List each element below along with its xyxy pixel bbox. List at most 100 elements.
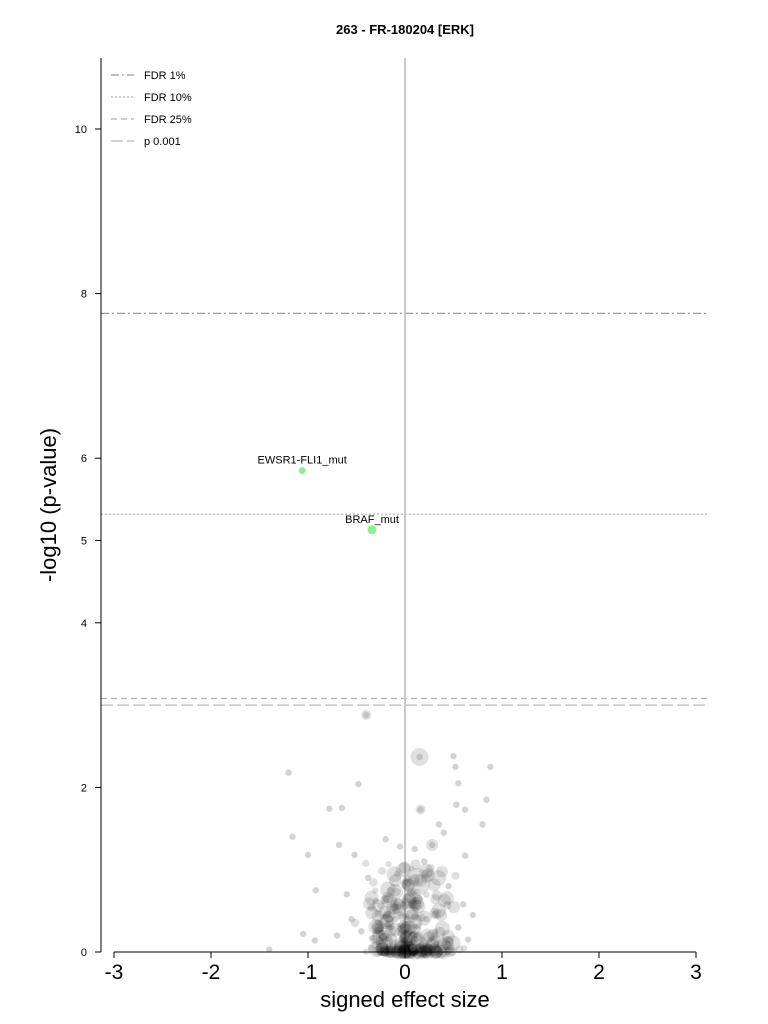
data-point (408, 896, 421, 910)
data-point (403, 904, 419, 920)
data-point (367, 944, 375, 952)
data-point (400, 920, 416, 936)
data-point (402, 878, 416, 892)
data-point (380, 914, 394, 928)
data-point (427, 948, 434, 955)
data-point (394, 938, 410, 955)
data-point (383, 895, 391, 903)
data-point (425, 938, 439, 951)
data-point (409, 888, 418, 896)
data-point (455, 924, 462, 931)
data-point (450, 752, 457, 760)
data-point (440, 829, 447, 836)
data-point (408, 899, 422, 912)
data-point (384, 911, 392, 919)
data-point (410, 896, 425, 911)
data-point (382, 836, 389, 843)
data-point (369, 935, 376, 942)
data-point (413, 932, 421, 940)
y-tick-label: 5 (81, 536, 87, 548)
x-tick-label: -3 (105, 961, 124, 984)
data-point (440, 940, 447, 947)
data-point (375, 936, 384, 945)
data-point (487, 763, 494, 771)
data-point (378, 932, 388, 942)
data-point (404, 944, 418, 958)
data-point (427, 943, 442, 957)
legend: FDR 1% FDR 10% FDR 25% p 0.001 (111, 70, 192, 148)
data-point (428, 878, 441, 892)
data-point (410, 747, 429, 766)
data-point (455, 780, 462, 787)
data-point (394, 936, 409, 952)
data-point (402, 943, 418, 959)
data-point (413, 932, 423, 942)
data-point (384, 920, 395, 931)
data-point (396, 862, 411, 878)
data-point (335, 841, 343, 849)
data-point (398, 945, 407, 953)
data-point (362, 859, 370, 867)
data-point (436, 865, 448, 878)
data-point (414, 943, 429, 958)
data-point (392, 903, 406, 917)
data-point (419, 942, 434, 957)
data-point (374, 925, 387, 938)
data-point (445, 935, 461, 951)
threshold-lines (101, 58, 709, 952)
data-point (372, 926, 384, 939)
data-point (364, 874, 372, 882)
data-point (385, 924, 394, 933)
data-point (312, 887, 319, 894)
data-point (409, 946, 419, 956)
data-point (386, 866, 403, 882)
data-point (409, 930, 424, 946)
data-point (388, 922, 403, 937)
data-point (408, 939, 425, 955)
data-point (401, 942, 413, 954)
data-point (436, 937, 451, 952)
data-point (435, 821, 443, 828)
data-point (372, 887, 379, 894)
data-point (399, 930, 414, 945)
data-point (343, 891, 350, 898)
data-point (419, 936, 426, 943)
data-point (434, 926, 446, 939)
data-point (266, 946, 273, 953)
data-point (413, 878, 420, 886)
y-tick-label: 2 (81, 782, 87, 794)
data-point (401, 878, 410, 886)
y-tick-label: 0 (81, 947, 87, 959)
data-point (374, 919, 382, 927)
data-point (380, 881, 396, 898)
data-point (376, 946, 386, 957)
data-point (406, 888, 416, 897)
data-point (385, 860, 392, 868)
data-point (401, 936, 413, 948)
data-point (385, 943, 392, 950)
data-point (426, 839, 439, 852)
data-point (410, 859, 421, 871)
data-point (388, 874, 402, 888)
data-point (431, 911, 439, 919)
data-point (410, 924, 421, 935)
data-point (405, 940, 415, 950)
data-point (371, 922, 384, 935)
data-point (460, 944, 468, 952)
x-tick-label: 3 (690, 961, 702, 984)
data-point (371, 919, 385, 934)
data-point (399, 923, 406, 930)
data-point (422, 943, 437, 958)
data-point (390, 902, 399, 912)
data-point (402, 939, 411, 947)
data-point (374, 910, 382, 918)
data-point (407, 940, 422, 955)
data-point (299, 930, 307, 938)
data-point (411, 845, 418, 853)
data-point (363, 711, 370, 719)
y-tick-label: 8 (81, 289, 87, 301)
data-point (364, 890, 379, 905)
data-point (442, 936, 454, 948)
data-point (391, 903, 399, 912)
